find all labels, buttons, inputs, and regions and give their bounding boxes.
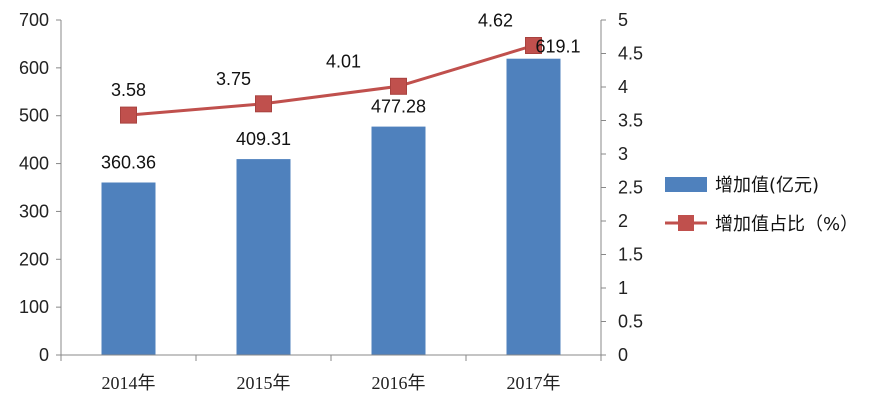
data-labels-group: 360.36 409.31 477.28 619.1 3.58 3.75 4.01 4.62 — [101, 10, 581, 172]
right-tick-label: 4 — [618, 77, 628, 97]
axes-group: 0 100 200 300 400 500 600 700 0 0.5 1 1.5 2 2.5 3 3.5 4 4… — [19, 10, 643, 393]
line-series-group — [120, 37, 542, 124]
right-tick-label: 2 — [618, 211, 628, 231]
right-tick-label: 3.5 — [618, 111, 643, 131]
right-tick-label: 0.5 — [618, 312, 643, 332]
x-tick-label: 2016年 — [372, 373, 426, 393]
line-path — [128, 44, 534, 117]
legend-line-label: 增加值占比（%） — [715, 214, 858, 235]
x-tick-label: 2014年 — [102, 373, 156, 393]
bar-data-label: 619.1 — [536, 37, 581, 57]
right-tick-label: 4.5 — [618, 44, 643, 64]
left-tick-label: 300 — [19, 201, 49, 221]
left-tick-label: 600 — [19, 58, 49, 78]
line-data-label: 3.75 — [216, 69, 251, 89]
right-tick-label: 2.5 — [618, 178, 643, 198]
bar-data-label: 360.36 — [101, 153, 156, 173]
bar — [371, 126, 426, 355]
right-tick-label: 5 — [618, 10, 628, 30]
line-data-label: 3.58 — [111, 80, 146, 100]
line-marker — [255, 95, 272, 113]
right-tick-label: 3 — [618, 144, 628, 164]
bar-data-label: 409.31 — [236, 129, 291, 149]
left-tick-label: 500 — [19, 106, 49, 126]
line-data-label: 4.01 — [326, 51, 361, 71]
bar — [506, 58, 561, 355]
line-marker — [525, 37, 542, 54]
left-tick-label: 200 — [19, 249, 49, 269]
bar — [101, 182, 156, 355]
right-tick-label: 1 — [618, 278, 628, 298]
line-marker — [390, 77, 407, 95]
legend-bar-swatch — [665, 177, 707, 192]
left-tick-label: 0 — [39, 345, 49, 365]
right-tick-label: 1.5 — [618, 245, 643, 265]
left-tick-label: 100 — [19, 297, 49, 317]
left-tick-label: 400 — [19, 154, 49, 174]
x-tick-label: 2017年 — [507, 373, 561, 393]
bar — [236, 159, 291, 355]
legend: 增加值(亿元) 增加值占比（%） — [665, 175, 858, 235]
bar-series-group — [101, 58, 561, 355]
legend-bar-label: 增加值(亿元) — [715, 175, 819, 196]
x-tick-label: 2015年 — [237, 373, 291, 393]
line-data-label: 4.62 — [478, 10, 513, 30]
legend-line-marker — [678, 215, 694, 231]
line-marker — [120, 106, 137, 124]
bar-data-label: 477.28 — [371, 97, 426, 117]
right-tick-label: 0 — [618, 345, 628, 365]
left-tick-label: 700 — [19, 10, 49, 30]
